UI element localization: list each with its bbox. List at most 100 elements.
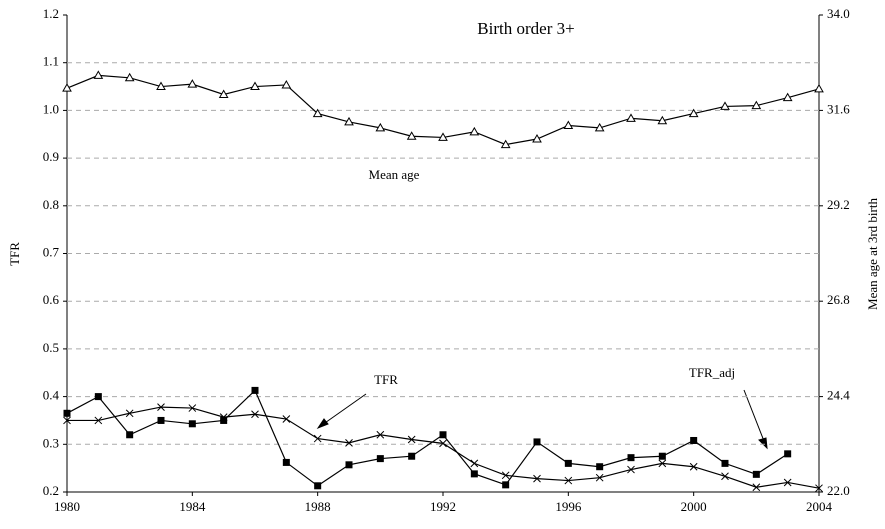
arrow	[743, 389, 765, 442]
marker	[124, 72, 135, 82]
y2-tick-label: 31.6	[827, 101, 850, 116]
marker	[344, 116, 354, 126]
annotation: TFR_adj	[689, 365, 735, 380]
x-tick-label: 1980	[54, 499, 80, 514]
y-axis-label: TFR	[7, 242, 22, 266]
y2-tick-label: 22.0	[827, 483, 850, 498]
series-line	[66, 389, 788, 487]
marker	[690, 436, 698, 444]
marker	[751, 100, 762, 110]
annotation: TFR	[374, 372, 398, 387]
marker	[188, 420, 196, 428]
marker	[406, 131, 417, 140]
marker	[125, 409, 134, 418]
marker	[156, 81, 166, 91]
arrows	[316, 389, 768, 450]
arrow-head	[758, 437, 768, 450]
marker	[438, 132, 448, 141]
y-tick-label: 0.4	[43, 388, 60, 403]
marker	[689, 462, 698, 471]
y-tick-label: 0.8	[43, 197, 59, 212]
chart-title: Birth order 3+	[477, 19, 574, 38]
marker	[93, 70, 104, 79]
marker	[501, 471, 510, 480]
y-tick-label: 1.1	[43, 54, 59, 69]
marker	[502, 481, 510, 489]
marker	[533, 438, 541, 446]
marker	[218, 89, 229, 98]
marker	[783, 478, 792, 487]
marker	[282, 415, 291, 423]
y-tick-label: 0.3	[43, 435, 59, 450]
y2-tick-label: 34.0	[827, 6, 850, 21]
marker	[187, 79, 198, 88]
marker	[594, 122, 605, 132]
y-tick-label: 1.0	[43, 101, 59, 116]
marker	[313, 434, 322, 443]
x-tick-label: 1992	[430, 499, 456, 514]
y2-axis-label: Mean age at 3rd birth	[865, 198, 880, 310]
marker	[63, 416, 71, 425]
marker	[312, 108, 323, 118]
arrow-head	[316, 418, 329, 430]
marker	[627, 454, 635, 462]
marker	[439, 431, 447, 439]
marker	[658, 459, 667, 468]
marker	[126, 431, 134, 439]
marker	[250, 81, 260, 91]
marker	[626, 113, 636, 122]
arrow	[321, 393, 367, 426]
y2-tick-label: 24.4	[827, 388, 850, 403]
marker	[219, 413, 228, 421]
y2-tick-label: 26.8	[827, 292, 850, 307]
marker	[376, 430, 385, 439]
marker	[658, 452, 666, 460]
marker	[533, 474, 541, 483]
marker	[688, 108, 699, 118]
marker	[500, 139, 511, 149]
marker	[94, 393, 102, 401]
marker	[157, 416, 165, 424]
x-tick-label: 1984	[179, 499, 206, 514]
marker	[596, 463, 604, 471]
marker	[721, 459, 729, 467]
marker	[282, 458, 290, 466]
marker	[782, 92, 793, 102]
marker	[220, 416, 228, 424]
marker	[595, 473, 604, 482]
y2-tick-label: 29.2	[827, 197, 850, 212]
marker	[345, 461, 353, 469]
marker	[63, 409, 71, 417]
marker	[470, 470, 478, 478]
marker	[752, 483, 761, 492]
marker	[532, 134, 542, 143]
marker	[314, 482, 322, 490]
marker	[563, 120, 574, 130]
marker	[721, 472, 729, 481]
y-tick-label: 0.9	[43, 149, 59, 164]
marker	[188, 404, 197, 412]
marker	[62, 83, 72, 92]
marker	[657, 115, 668, 125]
marker	[157, 403, 165, 411]
marker	[376, 455, 384, 463]
marker	[408, 452, 416, 460]
marker	[627, 465, 635, 474]
annotation: Mean age	[369, 167, 420, 182]
marker	[251, 410, 259, 419]
marker	[251, 386, 259, 394]
marker	[814, 83, 824, 93]
marker	[407, 435, 416, 444]
marker	[94, 416, 103, 425]
marker	[470, 459, 479, 468]
marker	[375, 122, 386, 132]
x-tick-label: 1996	[555, 499, 582, 514]
y-tick-label: 1.2	[43, 6, 59, 21]
y-tick-label: 0.5	[43, 340, 59, 355]
y-tick-label: 0.7	[43, 244, 60, 259]
marker	[784, 450, 792, 458]
marker	[469, 126, 480, 136]
marker	[345, 439, 353, 447]
marker	[752, 470, 760, 478]
